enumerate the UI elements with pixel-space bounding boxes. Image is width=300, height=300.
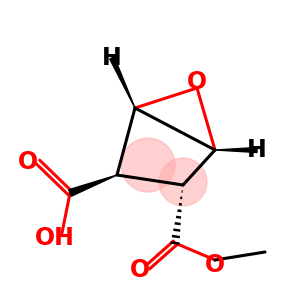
- Text: O: O: [18, 150, 38, 174]
- Polygon shape: [215, 148, 257, 152]
- Polygon shape: [110, 57, 135, 108]
- Circle shape: [159, 158, 207, 206]
- Text: H: H: [102, 46, 122, 70]
- Text: O: O: [205, 253, 225, 277]
- Text: O: O: [130, 258, 150, 282]
- Text: O: O: [187, 70, 207, 94]
- Polygon shape: [69, 175, 117, 196]
- Text: OH: OH: [35, 226, 75, 250]
- Circle shape: [121, 138, 175, 192]
- Text: H: H: [247, 138, 267, 162]
